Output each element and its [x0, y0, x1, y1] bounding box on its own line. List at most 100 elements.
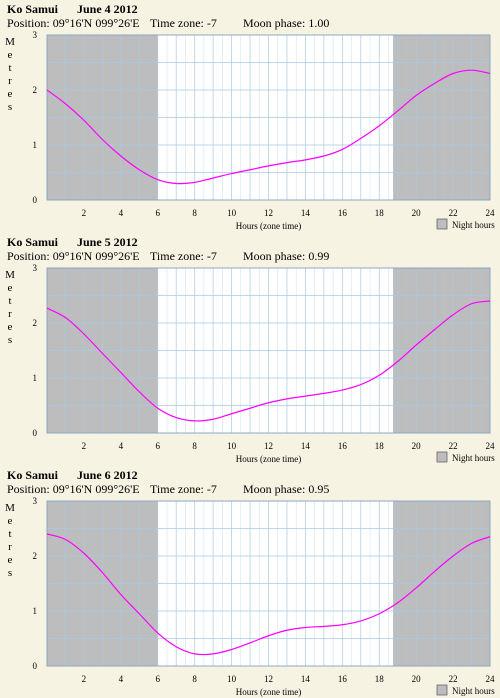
x-tick-label: 16	[338, 208, 348, 218]
x-tick-label: 14	[301, 441, 311, 451]
place-name: Ko Samui	[7, 2, 59, 16]
x-tick-label: 12	[264, 674, 273, 684]
panel-date: June 5 2012	[77, 235, 138, 249]
panel-header: Ko Samui June 5 2012	[7, 235, 138, 250]
y-tick-label: 2	[33, 318, 38, 328]
moon-value: 0.95	[308, 482, 330, 496]
x-tick-label: 12	[264, 208, 273, 218]
y-tick-label: 2	[33, 551, 38, 561]
timezone-label: Time zone:	[150, 16, 204, 30]
y-axis-label-letter: e	[8, 49, 13, 61]
y-axis-label-letter: e	[8, 88, 13, 100]
plot-border	[46, 267, 491, 434]
x-tick-label: 10	[227, 674, 237, 684]
moon-label: Moon phase:	[243, 16, 306, 30]
x-tick-label: 4	[119, 208, 124, 218]
position-label: Position:	[7, 16, 50, 30]
tide-curve	[46, 69, 491, 185]
position-label: Position:	[7, 249, 50, 263]
x-tick-label: 14	[301, 674, 311, 684]
x-tick-label: 18	[375, 208, 385, 218]
x-tick-label: 12	[264, 441, 273, 451]
y-tick-label: 1	[33, 373, 38, 383]
y-axis-label-letter: e	[8, 282, 13, 294]
y-axis-label-letter: e	[8, 554, 13, 566]
y-axis-label-letter: e	[8, 321, 13, 333]
position-value: 09°16'N 099°26'E	[52, 482, 140, 496]
y-tick-label: 2	[33, 85, 38, 95]
y-tick-label: 0	[33, 661, 38, 671]
y-axis-label-letter: s	[8, 334, 12, 346]
y-axis-label-letter: r	[8, 541, 12, 553]
x-tick-label: 4	[119, 441, 124, 451]
y-axis-label-letter: s	[8, 567, 12, 579]
x-tick-label: 6	[156, 674, 161, 684]
x-tick-label: 10	[227, 208, 237, 218]
tide-panel-2: Ko Samui June 5 2012 Position: 09°16'N 09…	[0, 233, 500, 465]
x-tick-label: 2	[82, 208, 87, 218]
y-tick-label: 0	[33, 428, 38, 438]
tide-curve	[46, 300, 491, 422]
moon-label: Moon phase:	[243, 482, 306, 496]
x-tick-label: 2	[82, 441, 87, 451]
panel-info: Position: 09°16'N 099°26'E Time zone: -7 M…	[7, 16, 329, 31]
y-axis-label-letter: e	[8, 515, 13, 527]
place-name: Ko Samui	[7, 235, 59, 249]
x-axis-label: Hours (zone time)	[236, 687, 301, 697]
tide-panel-1: Ko Samui June 4 2012 Position: 09°16'N 09…	[0, 0, 500, 232]
y-axis-label-letter: s	[8, 101, 12, 113]
x-tick-label: 22	[449, 208, 458, 218]
x-tick-label: 14	[301, 208, 311, 218]
x-tick-label: 24	[486, 674, 496, 684]
y-axis-label-letter: t	[8, 295, 11, 307]
panel-date: June 4 2012	[77, 2, 138, 16]
y-axis-label-letter: t	[8, 528, 11, 540]
timezone-value: -7	[206, 16, 217, 30]
y-axis-label-letter: M	[5, 36, 15, 48]
x-tick-label: 20	[412, 441, 422, 451]
y-tick-label: 3	[33, 30, 38, 40]
tide-curve	[46, 533, 491, 656]
night-legend-label: Night hours	[452, 453, 495, 463]
night-legend-swatch	[436, 218, 448, 230]
timezone-label: Time zone:	[150, 482, 204, 496]
x-tick-label: 16	[338, 674, 348, 684]
y-tick-label: 3	[33, 496, 38, 506]
x-tick-label: 8	[192, 208, 197, 218]
y-tick-label: 1	[33, 606, 38, 616]
panel-date: June 6 2012	[77, 468, 138, 482]
timezone-label: Time zone:	[150, 249, 204, 263]
x-axis-label: Hours (zone time)	[236, 221, 301, 231]
y-tick-label: 0	[33, 195, 38, 205]
x-tick-label: 8	[192, 441, 197, 451]
night-legend-label: Night hours	[452, 220, 495, 230]
night-legend-swatch	[436, 451, 448, 463]
y-axis-label-letter: r	[8, 75, 12, 87]
timezone-value: -7	[206, 249, 217, 263]
panel-header: Ko Samui June 4 2012	[7, 2, 138, 17]
panel-info: Position: 09°16'N 099°26'E Time zone: -7 M…	[7, 249, 329, 264]
panel-info: Position: 09°16'N 099°26'E Time zone: -7 M…	[7, 482, 329, 497]
y-axis-label-letter: M	[5, 269, 15, 281]
moon-label: Moon phase:	[243, 249, 306, 263]
y-tick-label: 3	[33, 263, 38, 273]
x-tick-label: 22	[449, 674, 458, 684]
panel-header: Ko Samui June 6 2012	[7, 468, 138, 483]
night-legend-swatch	[436, 684, 448, 696]
y-axis-label-letter: r	[8, 308, 12, 320]
x-tick-label: 4	[119, 674, 124, 684]
y-tick-label: 1	[33, 140, 38, 150]
x-axis-label: Hours (zone time)	[236, 454, 301, 464]
moon-value: 0.99	[308, 249, 330, 263]
position-value: 09°16'N 099°26'E	[52, 16, 140, 30]
x-tick-label: 2	[82, 674, 87, 684]
position-label: Position:	[7, 482, 50, 496]
x-tick-label: 16	[338, 441, 348, 451]
x-tick-label: 6	[156, 441, 161, 451]
x-tick-label: 10	[227, 441, 237, 451]
position-value: 09°16'N 099°26'E	[52, 249, 140, 263]
place-name: Ko Samui	[7, 468, 59, 482]
